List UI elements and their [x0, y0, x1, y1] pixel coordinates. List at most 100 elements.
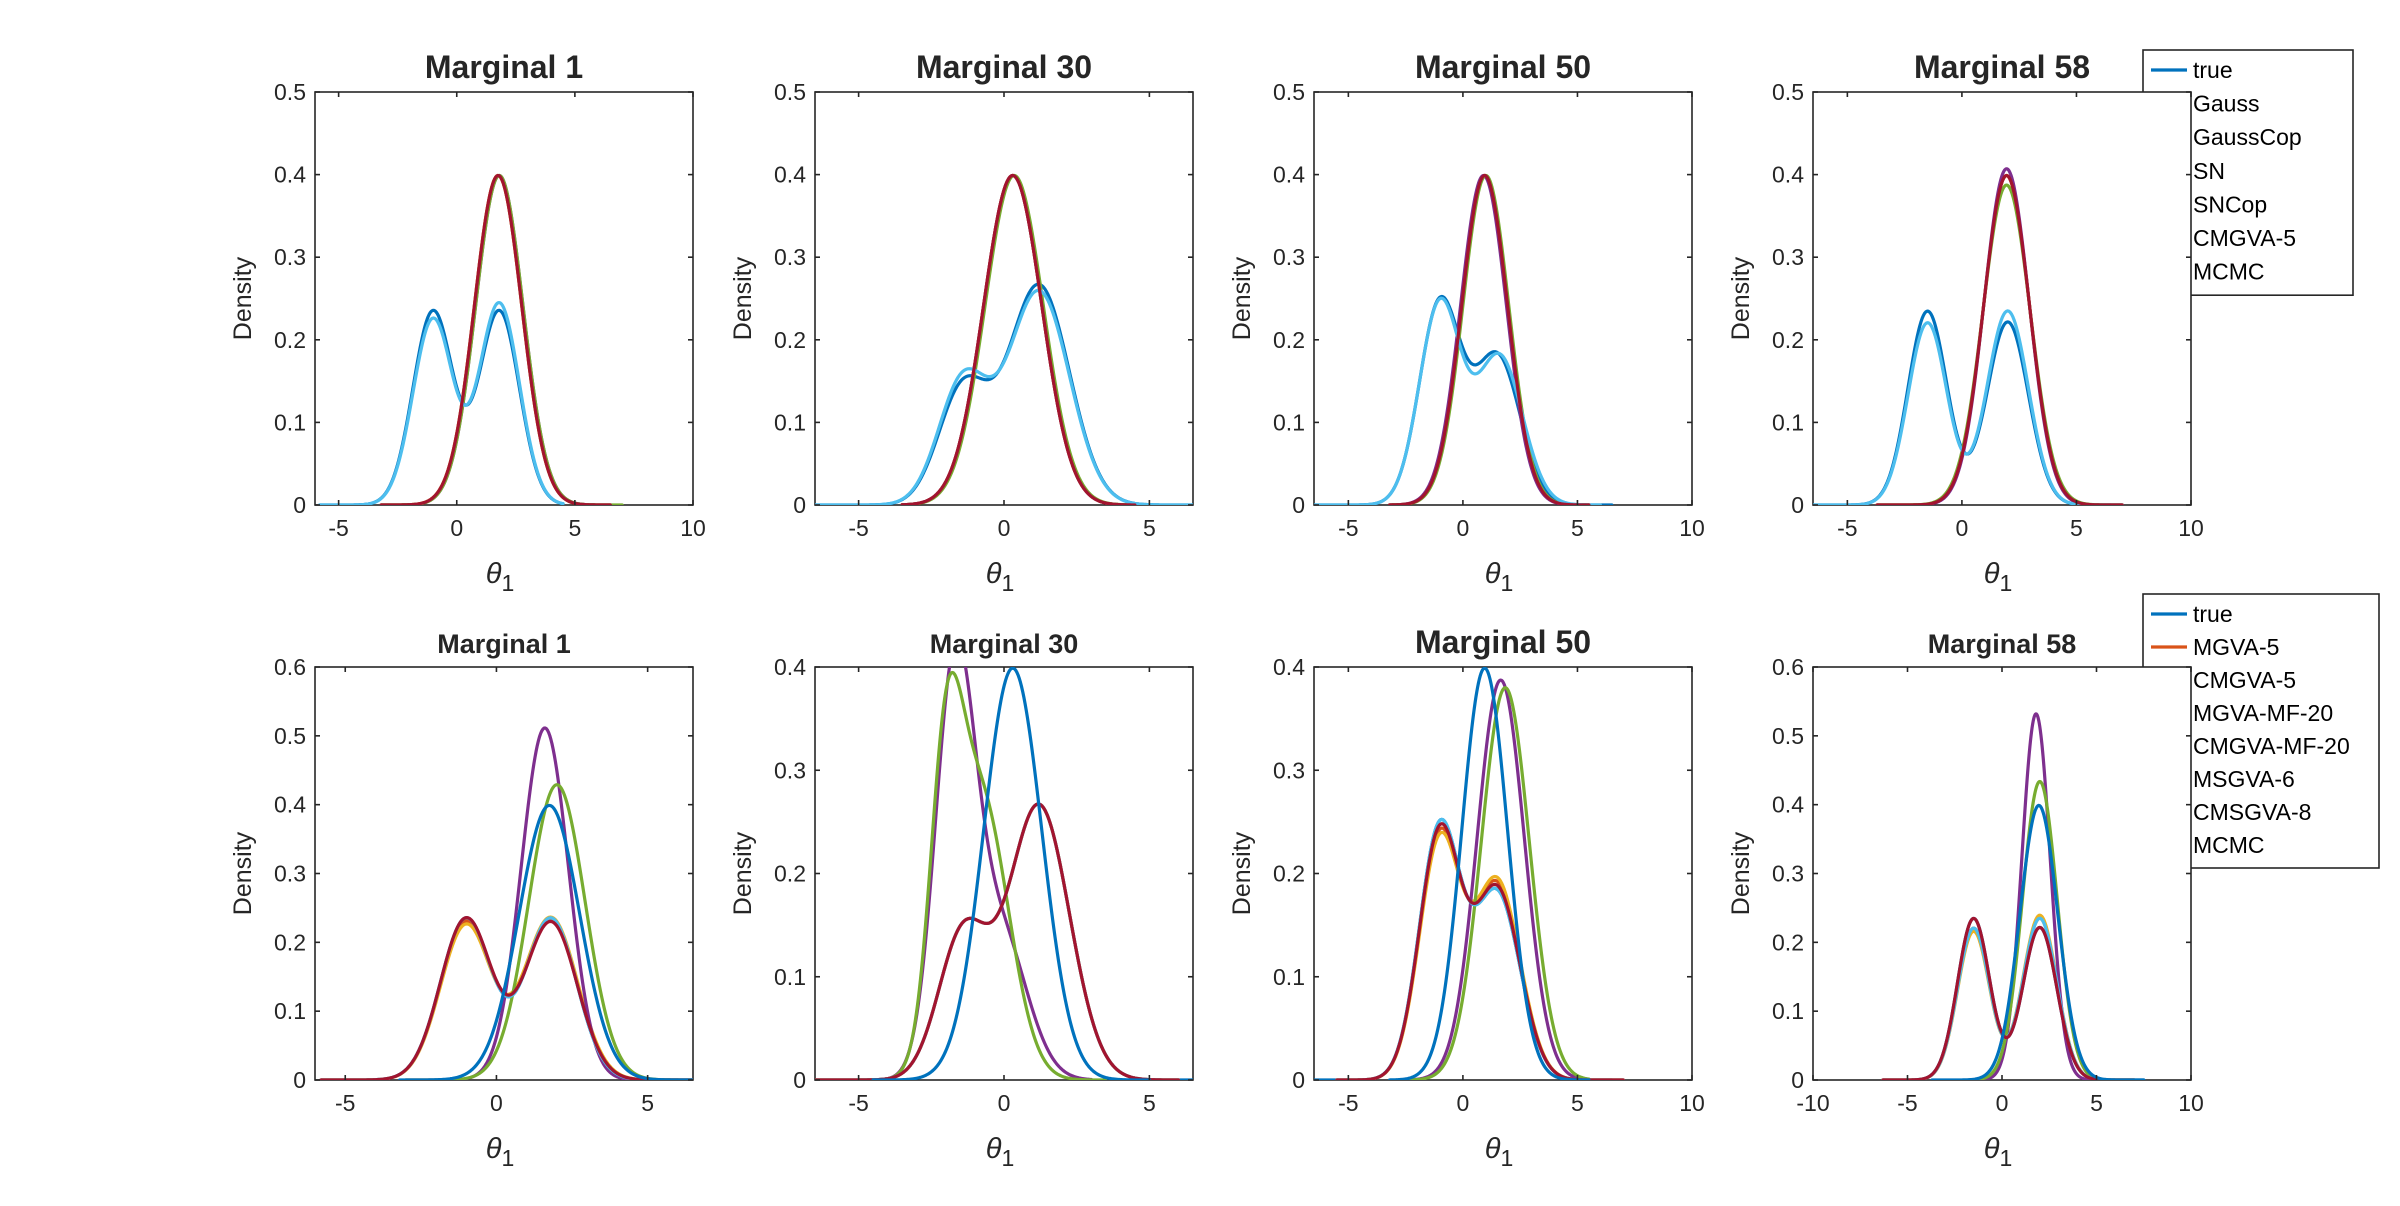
series-line-cmgva-5 — [318, 300, 565, 505]
axes-box — [314, 666, 694, 1081]
series-group — [1314, 667, 1625, 1080]
chart-title: Marginal 50 — [1415, 624, 1591, 660]
y-axis-label: Density — [1228, 256, 1256, 340]
y-tick-label: 0.3 — [274, 861, 306, 887]
series-line-cmgva-mf-20 — [857, 670, 1108, 1080]
x-tick-label: -5 — [1338, 1090, 1358, 1116]
legend-entry: true — [2151, 601, 2233, 627]
y-tick-label: 0.3 — [1772, 861, 1804, 887]
y-tick-label: 0.1 — [774, 409, 806, 435]
series-group — [1813, 167, 2124, 505]
x-axis-label-subscript: 1 — [1999, 1145, 2012, 1171]
y-tick-label: 0.4 — [274, 162, 306, 188]
x-axis-label: θ1 — [486, 1133, 515, 1171]
legend-entry: MGVA-5 — [2151, 634, 2279, 660]
y-tick-label: 0.4 — [774, 162, 806, 188]
x-axis-label-subscript: 1 — [501, 570, 514, 596]
y-tick-label: 0.5 — [1772, 79, 1804, 105]
legend-entry: MGVA-MF-20 — [2151, 700, 2333, 726]
x-tick-label: 5 — [1571, 1090, 1584, 1116]
subplot-1-3: -10 -5 0 5 10 0 0.1 0.2 0.3 0.4 0.5 0.6 Marginal 58 D… — [1727, 629, 2204, 1171]
x-tick-label: 10 — [1679, 1090, 1705, 1116]
y-tick-label: 0.2 — [1273, 327, 1305, 353]
series-line-cmsgva-8 — [319, 915, 693, 1080]
y-tick-label: 0.3 — [1273, 244, 1305, 270]
x-tick-label: 0 — [1457, 515, 1470, 541]
x-tick-label: 0 — [998, 1090, 1011, 1116]
chart-title: Marginal 30 — [930, 629, 1079, 659]
subplot-0-0: -5 0 5 10 0 0.1 0.2 0.3 0.4 0.5 Marginal 1 Density θ… — [229, 49, 706, 596]
x-axis-label-subscript: 1 — [1999, 570, 2012, 596]
x-tick-label: 5 — [568, 515, 581, 541]
chart-title: Marginal 30 — [916, 49, 1092, 85]
legend-label: CMGVA-MF-20 — [2193, 733, 2350, 759]
chart-title: Marginal 1 — [437, 629, 571, 659]
series-line-mgva-mf-20 — [1404, 678, 1580, 1080]
legend-label: CMGVA-5 — [2193, 225, 2296, 251]
series-line-cmsgva-8 — [1881, 916, 2136, 1080]
chart-title: Marginal 58 — [1914, 49, 2090, 85]
x-axis-label: θ1 — [1984, 1133, 2013, 1171]
subplot-0-3: -5 0 5 10 0 0.1 0.2 0.3 0.4 0.5 Marginal 58 Density… — [1727, 49, 2204, 596]
subplot-1-0: -5 0 5 0 0.1 0.2 0.3 0.4 0.5 0.6 Marginal 1 Density… — [229, 629, 694, 1171]
series-line-mcmc — [1875, 173, 2124, 505]
x-tick-label: 5 — [1143, 1090, 1156, 1116]
x-axis-label-symbol: θ — [486, 558, 502, 590]
axes-box — [1313, 91, 1693, 506]
chart-title: Marginal 50 — [1415, 49, 1591, 85]
x-tick-label: 0 — [998, 515, 1011, 541]
y-tick-label: 0.6 — [274, 654, 306, 680]
series-line-cmgva-5 — [1813, 309, 2124, 505]
series-group — [1881, 712, 2146, 1080]
x-axis-label-subscript: 1 — [1500, 1145, 1513, 1171]
x-tick-label: 0 — [1956, 515, 1969, 541]
series-line-mcmc — [1387, 173, 1591, 505]
y-axis-label: Density — [229, 831, 257, 915]
x-tick-label: -5 — [1897, 1090, 1917, 1116]
series-group — [815, 667, 1193, 1080]
x-tick-label: -10 — [1796, 1090, 1829, 1116]
subplot-1-1: -5 0 5 0 0.1 0.2 0.3 0.4 Marginal 30 Density θ1 — [729, 629, 1194, 1171]
x-axis-label: θ1 — [1485, 558, 1514, 596]
y-axis-label: Density — [1727, 256, 1755, 340]
series-line-mcmc — [900, 173, 1137, 505]
y-tick-label: 0.3 — [274, 244, 306, 270]
x-axis-label-symbol: θ — [1485, 1133, 1501, 1165]
y-axis-label: Density — [729, 831, 757, 915]
legend-label: SN — [2193, 158, 2225, 184]
x-tick-label: 10 — [680, 515, 706, 541]
y-tick-label: 0.2 — [774, 861, 806, 887]
x-axis-label-symbol: θ — [1485, 558, 1501, 590]
series-line-mcmc — [1930, 803, 2146, 1080]
x-tick-label: -5 — [848, 1090, 868, 1116]
y-tick-label: 0.2 — [274, 327, 306, 353]
y-tick-label: 0.1 — [274, 998, 306, 1024]
legend-label: MSGVA-6 — [2193, 766, 2295, 792]
subplot-0-1: -5 0 5 0 0.1 0.2 0.3 0.4 0.5 Marginal 30 Density θ1 — [729, 49, 1194, 596]
legend-label: CMSGVA-8 — [2193, 799, 2311, 825]
legend-entry: Gauss — [2151, 91, 2259, 117]
y-tick-label: 0.4 — [1772, 162, 1804, 188]
series-group — [815, 173, 1193, 505]
axes-box — [1313, 666, 1693, 1081]
legend-label: SNCop — [2193, 191, 2267, 217]
y-tick-label: 0.4 — [274, 792, 306, 818]
y-tick-label: 0.4 — [1273, 654, 1305, 680]
y-tick-label: 0.1 — [774, 964, 806, 990]
y-tick-label: 0.2 — [774, 327, 806, 353]
series-line-mcmc — [398, 803, 693, 1080]
legend-label: true — [2193, 57, 2233, 83]
x-tick-label: -5 — [1338, 515, 1358, 541]
x-axis-label-subscript: 1 — [1500, 570, 1513, 596]
x-tick-label: 0 — [1996, 1090, 2009, 1116]
x-tick-label: -5 — [848, 515, 868, 541]
legend-entry: SN — [2151, 158, 2225, 184]
y-tick-label: 0 — [1791, 492, 1804, 518]
subplot-1-2: -5 0 5 10 0 0.1 0.2 0.3 0.4 Marginal 50 Density θ1 — [1228, 624, 1705, 1171]
y-tick-label: 0.3 — [774, 757, 806, 783]
x-tick-label: -5 — [1837, 515, 1857, 541]
x-tick-label: 10 — [1679, 515, 1705, 541]
legend-label: CMGVA-5 — [2193, 667, 2296, 693]
x-tick-label: -5 — [328, 515, 348, 541]
